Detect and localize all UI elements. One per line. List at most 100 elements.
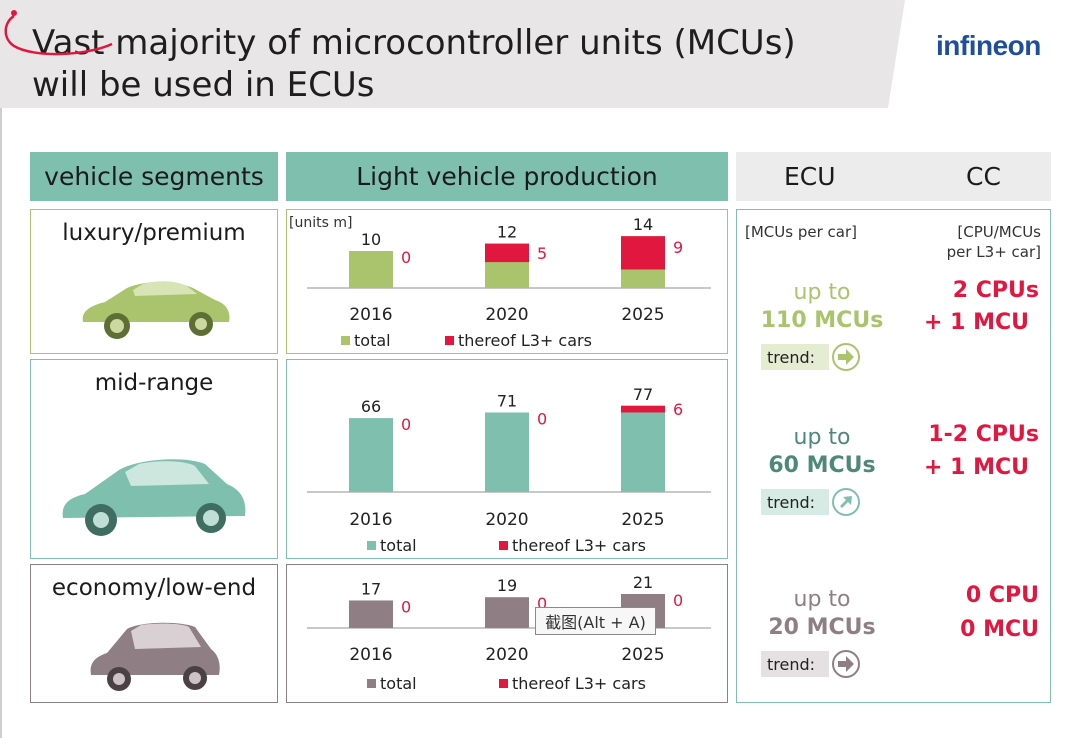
bar-total-2025 (621, 405, 665, 492)
logo-text: infineon (936, 30, 1041, 61)
legend-swatch-total (341, 336, 350, 345)
legend-label-l3: thereof L3+ cars (458, 331, 592, 350)
data-label-l3-2020: 0 (537, 594, 547, 613)
chart-luxury: [units m] 10 0 2016 12 5 2020 14 9 2025 total there… (286, 209, 728, 354)
segment-label: mid-range (94, 370, 214, 396)
ecu-mcus-luxury: 110 MCUs (760, 308, 884, 333)
tick-label-2025: 2025 (621, 305, 664, 325)
data-label-total-2025: 77 (633, 385, 653, 404)
car-midrange-icon (62, 459, 246, 536)
ecu-upto-luxury: up to (793, 280, 851, 305)
cc-mcu-luxury: + 1 MCU (924, 310, 1029, 335)
tick-label-2016: 2016 (349, 645, 392, 665)
ecu-upto-economy: up to (793, 587, 851, 612)
data-label-l3-2025: 6 (673, 400, 683, 419)
title-line-2: will be used in ECUs (32, 65, 375, 105)
data-label-total-2020: 12 (497, 223, 517, 242)
ecu-cc-panel: [MCUs per car] [CPU/MCUs per L3+ car] up… (736, 209, 1051, 703)
data-label-l3-2020: 0 (537, 409, 547, 428)
page-title: Vast majority of microcontroller units (… (32, 22, 796, 106)
title-line-1: Vast majority of microcontroller units (… (32, 23, 796, 63)
infineon-logo-icon (4, 10, 113, 56)
data-label-l3-2025: 9 (673, 238, 683, 257)
chart-midrange-svg: 66 0 2016 71 0 2020 77 6 2025 total thereof L3+ ca… (307, 385, 711, 555)
bar-total-2016 (349, 251, 393, 288)
tick-label-2020: 2020 (485, 645, 528, 665)
legend-label-total: total (354, 331, 391, 350)
header-light-vehicle-production: Light vehicle production (286, 152, 728, 201)
chart-midrange: 66 0 2016 71 0 2020 77 6 2025 total thereof L3+ ca… (286, 359, 728, 559)
legend-label-total: total (380, 536, 417, 555)
unit-label: [units m] (289, 215, 352, 231)
cpu-note: [CPU/MCUs per L3+ car] (935, 222, 1041, 262)
legend-label-l3: thereof L3+ cars (512, 674, 646, 693)
tick-label-2016: 2016 (349, 510, 392, 530)
cc-mcu-midrange: + 1 MCU (924, 455, 1029, 480)
chart-luxury-svg: [units m] 10 0 2016 12 5 2020 14 9 2025 total there… (289, 215, 711, 350)
segment-label: luxury/premium (62, 220, 246, 246)
ecu-upto-midrange: up to (793, 425, 851, 450)
legend-swatch-total (367, 679, 376, 688)
data-label-total-2016: 10 (361, 230, 381, 249)
header-cc-label: CC (966, 162, 1001, 191)
segment-label: economy/low-end (51, 575, 257, 601)
legend-swatch-total (367, 541, 376, 550)
data-label-total-2016: 66 (361, 397, 381, 416)
segment-midrange: mid-range (30, 359, 278, 559)
legend-swatch-l3 (499, 541, 508, 550)
cc-mcu-economy: 0 MCU (960, 617, 1039, 642)
tick-label-2020: 2020 (485, 305, 528, 325)
cpu-note-line-2: per L3+ car] (946, 243, 1041, 261)
data-label-l3-2016: 0 (401, 415, 411, 434)
mcus-per-car-note: [MCUs per car] (745, 223, 857, 241)
left-border (0, 108, 2, 738)
car-luxury-icon (82, 281, 230, 339)
header-ecu-cc: ECU CC (736, 152, 1051, 201)
data-label-l3-2020: 5 (537, 244, 547, 263)
arrow-right-icon (832, 650, 860, 678)
bar-total-2016 (349, 600, 393, 628)
chart-economy: 17 0 2016 19 0 2020 21 0 2025 total thereof L3+ ca… (286, 564, 728, 703)
data-label-total-2016: 17 (361, 579, 381, 598)
bar-l3-2025 (621, 405, 665, 413)
legend-swatch-l3 (499, 679, 508, 688)
legend-label-total: total (380, 674, 417, 693)
ecu-mcus-midrange: 60 MCUs (768, 453, 876, 478)
title-band: Vast majority of microcontroller units (… (0, 0, 1080, 108)
cc-cpu-economy: 0 CPU (965, 583, 1039, 608)
header-production-label: Light vehicle production (356, 162, 658, 191)
bar-total-2016 (349, 418, 393, 492)
bar-l3-2025 (621, 236, 665, 270)
tick-label-2025: 2025 (621, 645, 664, 665)
screenshot-tooltip: 截图(Alt + A) (535, 607, 656, 635)
segment-economy: economy/low-end (30, 564, 278, 703)
bar-total-2020 (485, 597, 529, 628)
header-segments-label: vehicle segments (44, 162, 264, 191)
data-label-total-2020: 71 (497, 391, 517, 410)
tick-label-2025: 2025 (621, 510, 664, 530)
chart-economy-svg: 17 0 2016 19 0 2020 21 0 2025 total thereof L3+ ca… (307, 573, 711, 693)
ecu-mcus-economy: 20 MCUs (768, 615, 876, 640)
data-label-total-2025: 14 (633, 215, 653, 234)
legend-swatch-l3 (445, 336, 454, 345)
data-label-total-2025: 21 (633, 573, 653, 592)
bar-total-2020 (485, 412, 529, 492)
cpu-note-line-1: [CPU/MCUs (957, 223, 1041, 241)
data-label-l3-2016: 0 (401, 597, 411, 616)
tick-label-2016: 2016 (349, 305, 392, 325)
trend-label-midrange: trend: (761, 489, 829, 515)
segment-luxury: luxury/premium (30, 209, 278, 354)
tick-label-2020: 2020 (485, 510, 528, 530)
title-background (0, 0, 905, 108)
bar-l3-2020 (485, 243, 529, 263)
data-label-total-2020: 19 (497, 576, 517, 595)
header-vehicle-segments: vehicle segments (30, 152, 278, 201)
car-economy-icon (90, 622, 220, 691)
cc-cpu-midrange: 1-2 CPUs (928, 422, 1039, 447)
arrow-right-icon (832, 343, 860, 371)
data-label-l3-2025: 0 (673, 591, 683, 610)
data-label-l3-2016: 0 (401, 248, 411, 267)
cc-cpu-luxury: 2 CPUs (952, 278, 1039, 303)
trend-label-economy: trend: (761, 651, 829, 677)
legend-label-l3: thereof L3+ cars (512, 536, 646, 555)
